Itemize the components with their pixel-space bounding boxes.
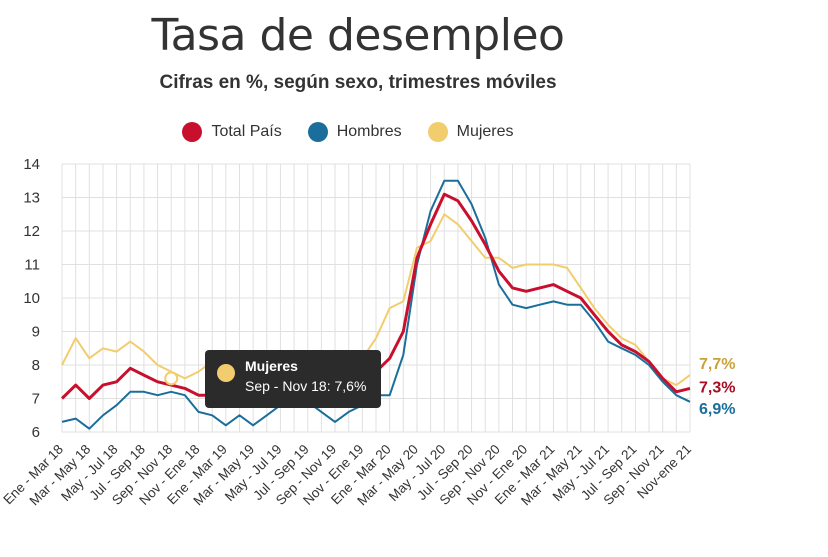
legend-item-mujeres[interactable]: Mujeres xyxy=(427,122,514,142)
y-tick-label: 9 xyxy=(32,324,40,341)
y-tick-label: 8 xyxy=(32,357,40,374)
legend-item-total[interactable]: Total País xyxy=(182,122,282,142)
y-tick-label: 10 xyxy=(23,290,40,307)
legend-item-hombres[interactable]: Hombres xyxy=(307,122,402,142)
end-label-total-pa-s: 7,3% xyxy=(699,379,735,396)
end-labels: 7,3% 6,9% 7,7% xyxy=(699,356,735,418)
legend-label-hombres: Hombres xyxy=(336,123,402,140)
legend-marker-mujeres xyxy=(427,122,448,142)
legend-marker-total xyxy=(182,122,203,142)
hover-point-marker[interactable] xyxy=(164,371,179,386)
y-axis-ticks: 6 7 8 9 10 11 12 13 14 xyxy=(23,156,40,441)
tooltip-series-dot xyxy=(217,364,235,382)
series-line-mujeres[interactable] xyxy=(61,213,691,387)
y-tick-label: 7 xyxy=(32,391,40,408)
chart-legend: Total País Hombres Mujeres xyxy=(0,122,696,142)
chart-title: Tasa de desempleo xyxy=(151,10,565,61)
tooltip-series-name: Mujeres xyxy=(245,358,298,374)
legend-label-mujeres: Mujeres xyxy=(456,123,514,140)
y-tick-label: 6 xyxy=(32,424,40,441)
tooltip-marker xyxy=(164,371,179,386)
chart-tooltip: Mujeres Sep - Nov 18: 7,6% xyxy=(205,350,381,408)
y-tick-label: 14 xyxy=(23,156,40,173)
legend-label-total: Total País xyxy=(211,123,282,140)
end-label-hombres: 6,9% xyxy=(699,401,735,418)
chart-subtitle: Cifras en %, según sexo, trimestres móvi… xyxy=(159,72,557,93)
tooltip-value: Sep - Nov 18: 7,6% xyxy=(245,378,367,394)
y-tick-label: 13 xyxy=(23,190,40,207)
end-label-mujeres: 7,7% xyxy=(699,356,735,373)
legend-marker-hombres xyxy=(307,122,328,142)
y-tick-label: 11 xyxy=(24,257,40,274)
y-tick-label: 12 xyxy=(23,223,40,240)
